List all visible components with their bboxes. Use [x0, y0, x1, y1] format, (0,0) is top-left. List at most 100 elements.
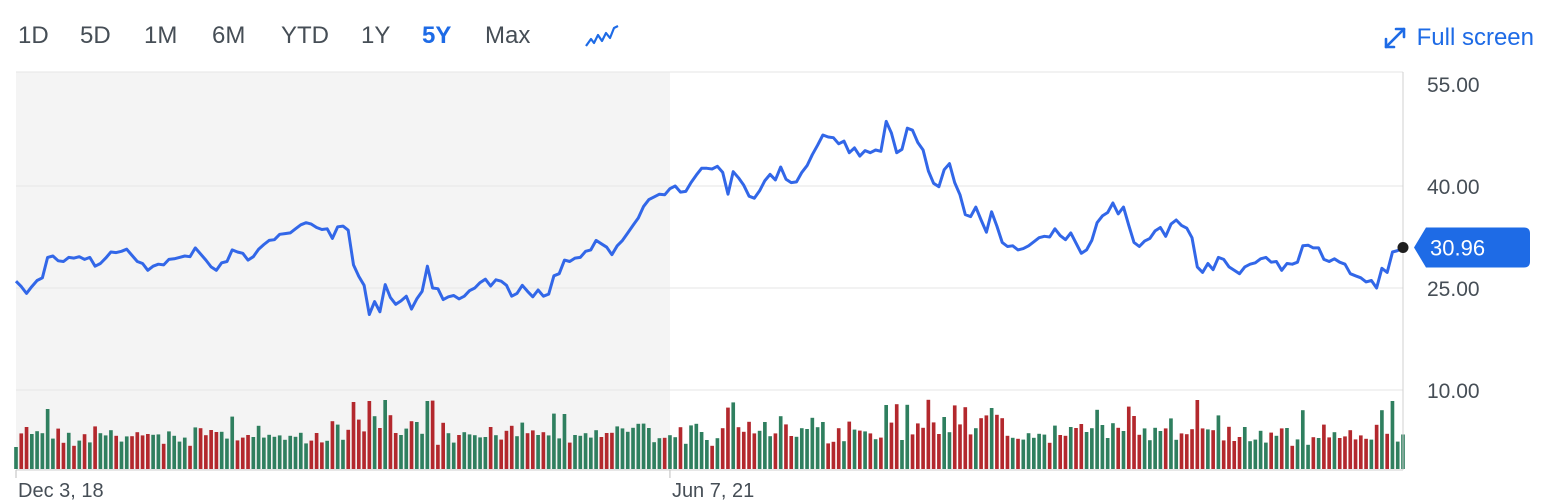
volume-bar — [1337, 438, 1342, 469]
range-5y-button[interactable]: 5Y — [422, 22, 452, 49]
volume-bar — [188, 445, 192, 469]
x-tick-label: Jun 7, 21 — [672, 480, 754, 502]
volume-bar — [905, 404, 910, 469]
volume-bar — [1242, 427, 1247, 469]
volume-bar — [736, 427, 741, 469]
volume-bar — [1380, 410, 1384, 469]
volume-bar — [1216, 415, 1221, 469]
volume-bar — [799, 428, 804, 469]
volume-bar — [1148, 440, 1152, 469]
volume-bar — [130, 436, 134, 469]
volume-bar — [88, 442, 92, 469]
volume-bar — [1026, 433, 1031, 469]
volume-bar — [351, 402, 356, 469]
volume-bar — [573, 435, 577, 469]
volume-bar — [821, 422, 825, 469]
range-1d-button[interactable]: 1D — [18, 22, 49, 49]
volume-bar — [931, 422, 936, 469]
volume-bar — [272, 436, 277, 469]
volume-bar — [1042, 434, 1047, 469]
volume-bar — [852, 429, 857, 469]
volume-bar — [1306, 444, 1310, 469]
volume-bar — [915, 423, 920, 469]
history-shade — [16, 72, 670, 470]
volume-bar — [583, 433, 588, 469]
volume-bar — [1179, 433, 1184, 469]
volume-bar — [831, 441, 836, 469]
volume-bar — [768, 436, 772, 469]
volume-bar — [209, 430, 213, 469]
volume-bar — [1253, 439, 1258, 469]
volume-bar — [277, 435, 282, 469]
volume-bar — [1053, 425, 1057, 469]
volume-bar — [40, 433, 45, 469]
line-chart-icon[interactable] — [584, 24, 620, 50]
volume-bar — [362, 431, 366, 469]
volume-bar — [979, 418, 983, 469]
volume-bar — [525, 433, 530, 469]
volume-bar — [789, 436, 794, 469]
volume-bar — [1343, 436, 1347, 469]
volume-bar — [1079, 424, 1084, 469]
volume-bar — [462, 432, 467, 469]
volume-bar — [604, 433, 609, 469]
volume-bar — [61, 442, 66, 469]
volume-bar — [499, 439, 504, 469]
volume-bar — [1290, 445, 1295, 469]
volume-bar — [652, 442, 656, 469]
volume-bar — [625, 431, 630, 469]
volume-bar — [1264, 442, 1268, 469]
volume-bar — [1300, 410, 1305, 469]
range-1m-button[interactable]: 1M — [144, 22, 178, 49]
volume-bar — [752, 433, 757, 469]
volume-bar — [615, 426, 620, 469]
volume-bar — [726, 407, 730, 469]
range-max-button[interactable]: Max — [485, 22, 531, 49]
volume-bar — [641, 423, 646, 469]
volume-bar — [293, 436, 298, 469]
volume-bar — [884, 405, 888, 469]
volume-bar — [836, 428, 841, 469]
volume-bar — [356, 419, 361, 469]
volume-bar — [589, 437, 593, 469]
volume-bar — [124, 436, 129, 469]
volume-bar — [720, 428, 725, 469]
volume-bar — [1369, 439, 1374, 469]
volume-bar — [810, 417, 815, 469]
volume-bar — [225, 438, 229, 469]
volume-bar — [235, 440, 240, 469]
volume-bar — [1063, 435, 1068, 469]
y-tick-label: 10.00 — [1427, 380, 1480, 403]
volume-bar — [1021, 439, 1026, 469]
volume-bar — [1295, 439, 1300, 469]
volume-bar — [77, 440, 82, 469]
volume-bar — [146, 434, 150, 469]
range-1y-button[interactable]: 1Y — [361, 22, 391, 49]
volume-bar — [826, 443, 830, 469]
volume-bar — [815, 427, 820, 469]
volume-bar — [947, 432, 952, 469]
range-5d-button[interactable]: 5D — [80, 22, 111, 49]
volume-bar — [567, 442, 572, 469]
volume-bar — [109, 430, 113, 469]
volume-bar — [367, 401, 372, 469]
volume-bar — [494, 435, 498, 469]
volume-bar — [937, 434, 941, 469]
volume-bar — [1358, 435, 1363, 469]
volume-bar — [430, 400, 435, 469]
volume-bar — [320, 442, 324, 469]
volume-bar — [647, 428, 651, 469]
y-axis-ticks: 55.00 40.00 25.00 10.00 — [1427, 74, 1480, 403]
volume-bar — [167, 431, 171, 469]
volume-bar — [256, 425, 261, 469]
volume-bar — [1311, 437, 1316, 469]
volume-bar — [1132, 416, 1136, 469]
volume-bar — [710, 445, 714, 469]
last-price-dot — [1397, 241, 1409, 253]
volume-bar — [1258, 430, 1263, 469]
volume-bar — [879, 437, 883, 469]
fullscreen-button[interactable]: Full screen — [1383, 24, 1534, 52]
range-6m-button[interactable]: 6M — [212, 22, 246, 49]
range-ytd-button[interactable]: YTD — [281, 22, 329, 49]
